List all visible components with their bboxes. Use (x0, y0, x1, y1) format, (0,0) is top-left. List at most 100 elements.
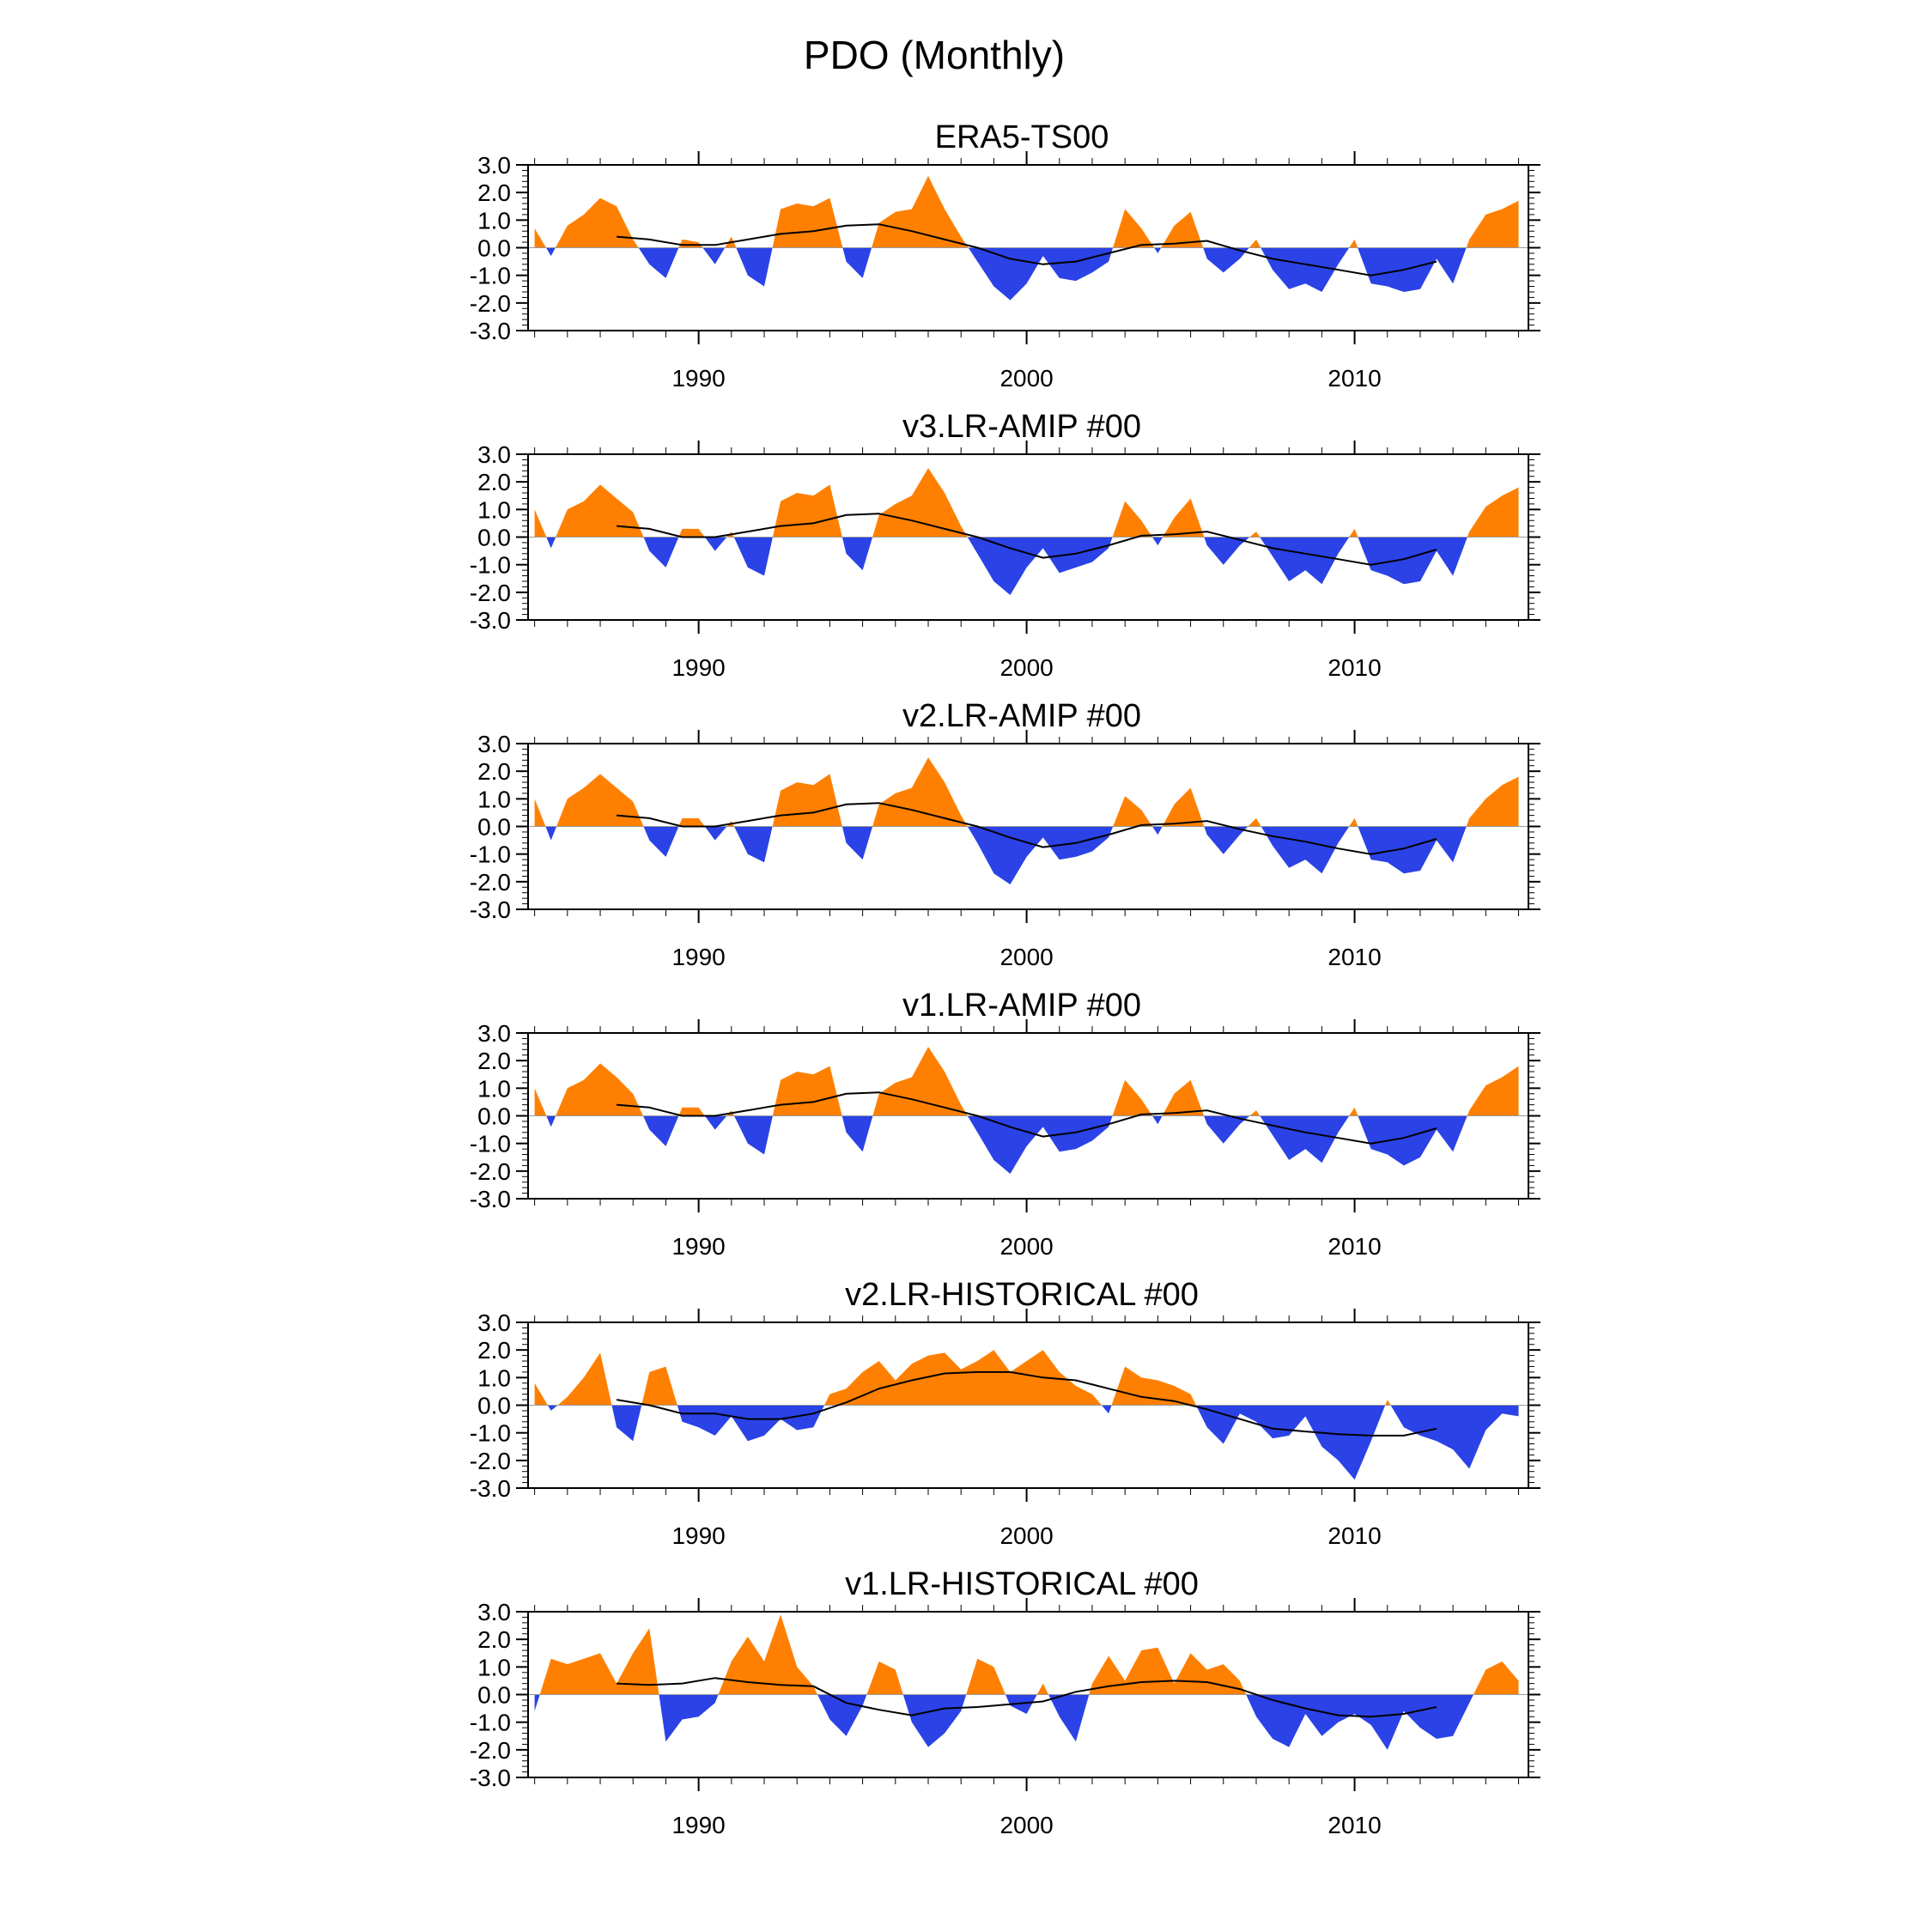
y-tick-label: 1.0 (477, 496, 511, 523)
running-mean-line (617, 1091, 1437, 1145)
positive-anomaly-area (1349, 1107, 1358, 1116)
positive-anomaly-area (1163, 498, 1205, 538)
y-tick-label: 0.0 (477, 814, 511, 841)
positive-anomaly-area (1466, 200, 1519, 248)
panel-title: v2.LR-HISTORICAL #00 (845, 1277, 1199, 1313)
panel: v2.LR-AMIP #00 3.02.01.00.0-1.0-2.0-3.0 19… (470, 698, 1540, 970)
y-tick-label: -2.0 (470, 1448, 511, 1474)
y-tick-label: -2.0 (470, 1737, 511, 1764)
y-tick-label: -1.0 (470, 841, 511, 868)
negative-anomaly-area (1152, 1115, 1163, 1125)
positive-anomaly-area (1113, 796, 1152, 827)
positive-anomaly-area (678, 817, 705, 827)
negative-anomaly-area (704, 537, 727, 551)
positive-anomaly-area (872, 1047, 968, 1116)
positive-anomaly-area (678, 1107, 705, 1116)
y-tick-label: 3.0 (477, 1599, 511, 1625)
negative-anomaly-area (1203, 247, 1249, 273)
positive-anomaly-area (1466, 776, 1519, 827)
positive-anomaly-area (772, 197, 843, 248)
negative-anomaly-area (1154, 247, 1162, 253)
panel-title: ERA5-TS00 (935, 119, 1109, 155)
negative-anomaly-area (1005, 1694, 1037, 1714)
negative-anomaly-area (547, 1405, 558, 1411)
negative-anomaly-area (704, 826, 727, 841)
x-tick-label: 2010 (1327, 1233, 1381, 1260)
positive-anomaly-area (966, 1658, 1005, 1695)
positive-anomaly-area (1112, 501, 1152, 538)
positive-anomaly-area (534, 799, 546, 827)
positive-anomaly-area (534, 228, 546, 248)
positive-anomaly-area (557, 1352, 612, 1406)
y-tick-label: -2.0 (470, 869, 511, 896)
negative-anomaly-area (1152, 826, 1163, 835)
negative-anomaly-area (1261, 247, 1350, 292)
y-tick-label: -1.0 (470, 1710, 511, 1736)
negative-anomaly-area (1204, 826, 1249, 854)
y-tick-label: 0.0 (477, 1393, 511, 1419)
panel: v2.LR-HISTORICAL #00 3.02.01.00.0-1.0-2.0… (470, 1277, 1540, 1549)
panel: v1.LR-AMIP #00 3.02.01.00.0-1.0-2.0-3.0 19… (470, 987, 1540, 1260)
positive-anomaly-area (824, 1350, 1102, 1406)
negative-anomaly-area (1358, 537, 1467, 585)
running-mean-line (617, 802, 1437, 855)
running-mean-line (617, 223, 1437, 276)
panel-title: v2.LR-AMIP #00 (902, 698, 1141, 734)
x-tick-label: 2010 (1327, 654, 1381, 681)
figure-title: PDO (Monthly) (804, 33, 1065, 77)
positive-anomaly-area (1349, 817, 1358, 827)
negative-anomaly-area (736, 247, 773, 287)
y-tick-label: -2.0 (470, 580, 511, 606)
negative-anomaly-area (611, 1405, 642, 1442)
y-tick-label: 2.0 (477, 1626, 511, 1653)
y-tick-label: 3.0 (477, 152, 511, 179)
negative-anomaly-area (1260, 537, 1350, 585)
negative-anomaly-area (1048, 1694, 1090, 1742)
y-tick-label: -3.0 (470, 607, 511, 634)
y-tick-label: 2.0 (477, 758, 511, 785)
x-tick-label: 1990 (671, 1812, 725, 1838)
positive-anomaly-area (1036, 1683, 1049, 1695)
panel-title: v1.LR-AMIP #00 (902, 987, 1141, 1024)
x-tick-label: 2010 (1327, 1522, 1381, 1549)
positive-anomaly-area (678, 528, 705, 538)
negative-anomaly-area (1358, 247, 1467, 292)
negative-anomaly-area (546, 537, 556, 549)
x-tick-label: 2000 (999, 1522, 1053, 1549)
negative-anomaly-area (546, 1115, 556, 1127)
panel: v1.LR-HISTORICAL #00 3.02.01.00.0-1.0-2.0… (470, 1566, 1540, 1838)
negative-anomaly-area (734, 1115, 773, 1155)
negative-anomaly-area (704, 1115, 727, 1130)
positive-anomaly-area (555, 197, 639, 248)
x-tick-label: 1990 (671, 1233, 725, 1260)
positive-anomaly-area (1249, 239, 1261, 248)
negative-anomaly-area (841, 537, 873, 571)
positive-anomaly-area (1162, 1079, 1205, 1116)
running-mean-line (617, 513, 1437, 566)
panel: v3.LR-AMIP #00 3.02.01.00.0-1.0-2.0-3.0 19… (470, 409, 1540, 681)
negative-anomaly-area (545, 826, 557, 841)
negative-anomaly-area (638, 247, 679, 278)
y-tick-label: 3.0 (477, 441, 511, 468)
y-tick-label: 2.0 (477, 179, 511, 206)
positive-anomaly-area (556, 774, 644, 827)
positive-anomaly-area (1349, 239, 1358, 248)
positive-anomaly-area (872, 757, 968, 827)
running-mean-line (617, 1677, 1437, 1718)
positive-anomaly-area (1112, 1079, 1152, 1116)
y-tick-label: 3.0 (477, 1020, 511, 1047)
positive-anomaly-area (641, 1366, 677, 1406)
x-tick-label: 2000 (999, 365, 1053, 392)
negative-anomaly-area (1101, 1405, 1112, 1414)
x-tick-label: 2010 (1327, 944, 1381, 970)
positive-anomaly-area (1385, 1400, 1391, 1406)
negative-anomaly-area (842, 247, 872, 278)
x-tick-label: 2000 (999, 944, 1053, 970)
y-tick-label: 2.0 (477, 1337, 511, 1364)
y-tick-label: 0.0 (477, 1103, 511, 1130)
positive-anomaly-area (772, 774, 842, 827)
negative-anomaly-area (733, 537, 773, 576)
y-tick-label: -1.0 (470, 263, 511, 289)
y-tick-label: 1.0 (477, 207, 511, 234)
